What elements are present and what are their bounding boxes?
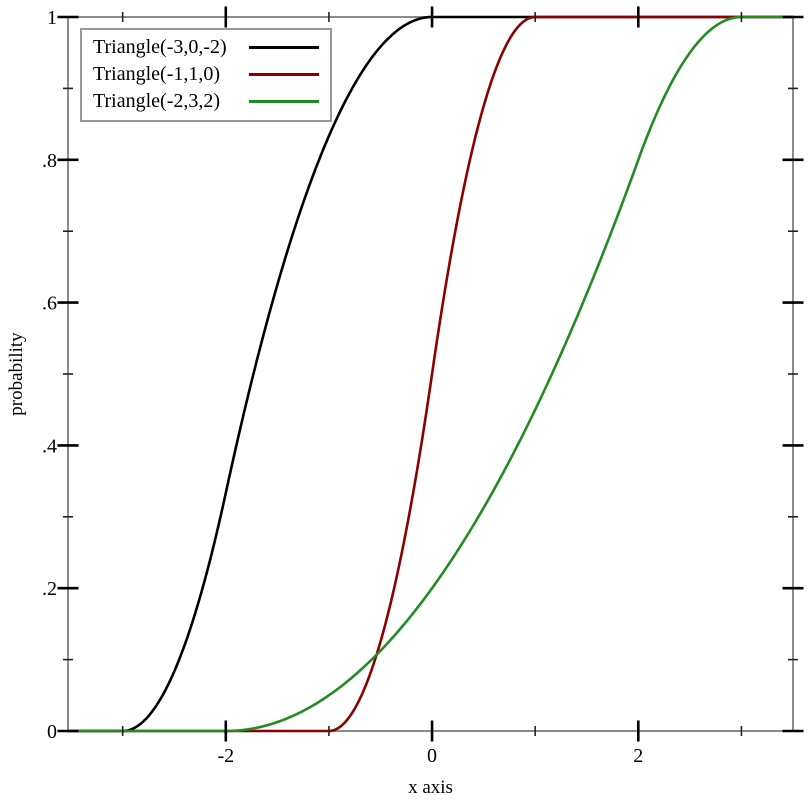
legend: Triangle(-3,0,-2) Triangle(-1,1,0) Triangl… bbox=[80, 28, 332, 122]
curve-Triangle(-1,1,0) bbox=[66, 15, 795, 733]
curve-Triangle(-2,3,2) bbox=[66, 15, 795, 733]
legend-label: Triangle(-3,0,-2) bbox=[93, 36, 227, 58]
y-tick-label: .2 bbox=[42, 578, 57, 600]
x-tick-label: 2 bbox=[633, 745, 643, 767]
y-tick-label: .8 bbox=[42, 150, 57, 172]
x-tick-label: -2 bbox=[217, 745, 234, 767]
curve-Triangle(-3,0,-2) bbox=[66, 15, 795, 733]
plot-frame bbox=[67, 16, 794, 732]
legend-line-swatch bbox=[249, 46, 319, 49]
legend-item-1: Triangle(-3,0,-2) bbox=[93, 34, 319, 61]
y-tick-label: .4 bbox=[42, 435, 57, 457]
y-tick-label: 1 bbox=[47, 7, 57, 29]
y-tick-label: .6 bbox=[42, 293, 57, 315]
x-tick-label: 0 bbox=[427, 745, 437, 767]
legend-item-2: Triangle(-1,1,0) bbox=[93, 61, 319, 88]
legend-label: Triangle(-1,1,0) bbox=[93, 63, 221, 85]
legend-line-swatch bbox=[249, 73, 319, 76]
y-tick-label: 0 bbox=[47, 721, 57, 743]
y-axis-title: probability bbox=[6, 332, 27, 416]
legend-line-swatch bbox=[249, 100, 319, 103]
x-axis-title: x axis bbox=[408, 777, 453, 798]
legend-item-3: Triangle(-2,3,2) bbox=[93, 88, 319, 115]
legend-label: Triangle(-2,3,2) bbox=[93, 90, 221, 112]
